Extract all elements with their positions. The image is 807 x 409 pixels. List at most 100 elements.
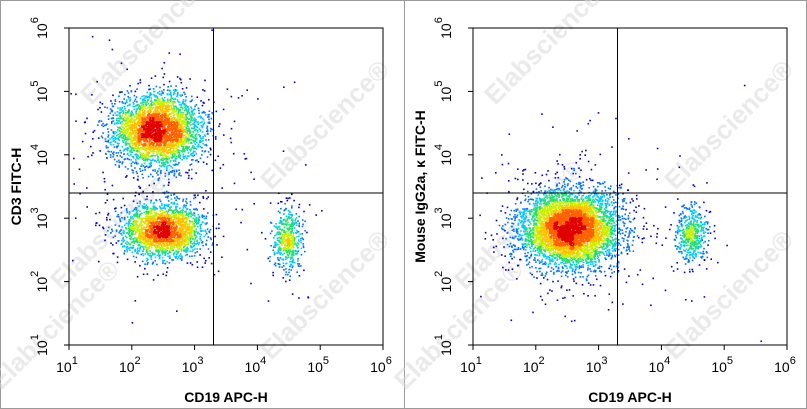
event-dot: [156, 219, 159, 221]
event-dot: [168, 109, 170, 111]
event-dot: [210, 127, 212, 130]
event-dot: [143, 99, 146, 102]
event-dot: [207, 151, 210, 153]
event-dot: [159, 149, 161, 152]
event-dot: [157, 147, 160, 149]
event-dot: [179, 213, 181, 215]
event-dot: [191, 152, 193, 155]
event-dot: [124, 102, 126, 104]
event-dot: [118, 95, 120, 97]
event-dot: [173, 174, 175, 177]
event-dot: [123, 129, 125, 132]
event-dot: [126, 101, 128, 104]
event-dot: [180, 227, 182, 230]
event-dot: [128, 109, 130, 111]
event-dot: [189, 129, 191, 132]
event-dot: [135, 159, 137, 161]
event-dot: [159, 218, 162, 220]
event-dot: [177, 163, 179, 166]
event-dot: [147, 102, 150, 105]
event-dot: [114, 235, 116, 237]
event-dot: [185, 139, 188, 142]
event-dot: [104, 234, 107, 236]
event-dot: [187, 122, 189, 124]
event-dot: [288, 234, 290, 236]
event-dot: [140, 229, 142, 232]
event-dot: [298, 225, 301, 228]
event-dot: [126, 211, 129, 214]
event-dot: [141, 106, 143, 108]
event-dot: [186, 227, 188, 229]
event-dot: [142, 239, 144, 241]
event-dot: [168, 80, 171, 83]
event-dot: [150, 211, 153, 213]
event-dot: [121, 133, 124, 136]
event-dot: [167, 237, 170, 239]
event-dot: [215, 110, 218, 113]
event-dot: [127, 121, 130, 124]
event-dot: [184, 140, 187, 142]
event-dot: [182, 100, 184, 103]
event-dot: [126, 236, 128, 239]
event-dot: [245, 157, 248, 160]
event-dot: [120, 206, 123, 209]
event-dot: [116, 261, 119, 264]
event-dot: [294, 243, 296, 245]
event-dot: [135, 222, 138, 225]
event-dot: [186, 238, 189, 240]
event-dot: [159, 220, 161, 223]
event-dot: [135, 126, 138, 129]
event-dot: [278, 246, 281, 249]
event-dot: [174, 144, 176, 147]
event-dot: [102, 132, 104, 134]
event-dot: [122, 141, 125, 144]
event-dot: [119, 155, 121, 157]
event-dot: [182, 207, 185, 209]
event-dot: [127, 95, 129, 98]
event-dot: [149, 243, 152, 245]
event-dot: [272, 274, 274, 277]
event-dot: [154, 209, 157, 211]
event-dot: [183, 157, 185, 160]
event-dot: [174, 237, 176, 240]
event-dot: [118, 164, 120, 167]
event-dot: [281, 244, 283, 246]
event-dot: [144, 205, 146, 208]
event-dot: [144, 158, 147, 161]
event-dot: [218, 223, 220, 225]
event-dot: [170, 115, 172, 118]
event-dot: [181, 221, 184, 224]
event-dot: [166, 155, 168, 157]
event-dot: [149, 240, 151, 243]
event-dot: [90, 145, 92, 148]
event-dot: [126, 175, 128, 177]
event-dot: [136, 88, 138, 90]
event-dot: [111, 135, 114, 137]
event-dot: [137, 114, 140, 117]
event-dot: [148, 229, 151, 231]
event-dot: [188, 224, 191, 227]
event-dot: [149, 237, 152, 240]
event-dot: [159, 206, 162, 209]
event-dot: [170, 206, 172, 208]
event-dot: [183, 226, 186, 228]
event-dot: [131, 169, 133, 171]
event-dot: [284, 238, 286, 241]
event-dot: [147, 221, 149, 223]
event-dot: [129, 112, 132, 115]
event-dot: [196, 222, 198, 224]
event-dot: [186, 145, 188, 148]
event-dot: [188, 109, 190, 111]
event-dot: [185, 249, 188, 252]
event-dot: [165, 143, 168, 145]
event-dot: [160, 244, 162, 246]
event-dot: [178, 222, 181, 225]
event-dot: [172, 216, 175, 218]
event-dot: [189, 262, 192, 264]
event-dot: [183, 143, 185, 145]
event-dot: [157, 105, 159, 108]
event-dot: [152, 169, 154, 172]
event-dot: [118, 120, 121, 122]
event-dot: [135, 252, 138, 254]
event-dot: [171, 241, 173, 244]
